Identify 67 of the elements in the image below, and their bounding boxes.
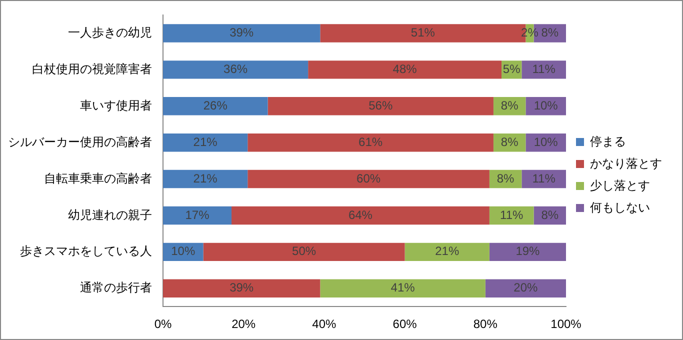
data-label: 39%: [230, 280, 254, 295]
y-tick-label: シルバーカー使用の高齢者: [8, 134, 152, 149]
data-label: 39%: [230, 26, 254, 40]
data-label: 56%: [368, 98, 393, 112]
data-label: 21%: [193, 134, 218, 149]
legend-label: 停まる: [590, 134, 626, 148]
y-tick-label: 通常の歩行者: [80, 280, 152, 295]
x-tick-label: 40%: [312, 317, 337, 332]
y-tick-label: 車いす使用者: [80, 98, 152, 112]
data-label: 11%: [532, 171, 556, 186]
data-label: 8%: [541, 208, 559, 222]
x-tick-label: 20%: [232, 317, 256, 332]
data-label: 11%: [532, 62, 556, 76]
data-label: 26%: [203, 98, 228, 112]
data-label: 21%: [193, 171, 218, 186]
data-label: 8%: [500, 98, 519, 112]
data-label: 41%: [390, 280, 416, 295]
data-label: 8%: [541, 26, 559, 40]
bar: [163, 133, 248, 152]
data-label: 2%: [521, 26, 539, 40]
data-label: 48%: [392, 62, 418, 76]
data-label: 5%: [502, 62, 521, 76]
data-label: 51%: [410, 26, 436, 40]
y-tick-label: 歩きスマホをしている人: [20, 244, 152, 258]
data-label: 17%: [185, 208, 210, 222]
data-label: 19%: [516, 244, 540, 258]
data-label: 8%: [496, 171, 515, 186]
data-label: 10%: [171, 244, 196, 258]
bar: [163, 279, 320, 298]
bar: [522, 60, 566, 79]
bar: [248, 133, 494, 152]
x-tick-label: 100%: [550, 317, 582, 332]
legend-label: かなり落とす: [590, 156, 662, 170]
bar: [232, 206, 490, 225]
bar: [163, 170, 248, 188]
data-label: 61%: [358, 134, 383, 149]
data-label: 10%: [534, 134, 558, 149]
data-label: 10%: [534, 98, 558, 112]
y-tick-label: 白杖使用の視覚障害者: [32, 62, 152, 76]
bar: [163, 206, 232, 225]
data-label: 21%: [435, 244, 460, 258]
legend-label: 何もしない: [590, 200, 650, 214]
x-tick-label: 60%: [392, 317, 418, 332]
data-label: 36%: [224, 62, 248, 76]
bar: [163, 60, 308, 79]
bar: [485, 279, 566, 298]
bar: [163, 24, 320, 42]
bar: [404, 242, 490, 262]
data-label: 50%: [292, 244, 316, 258]
bar: [320, 279, 486, 298]
data-label: 64%: [348, 208, 373, 222]
bar: [248, 170, 490, 188]
x-tick-label: 80%: [473, 317, 498, 332]
bar: [268, 97, 494, 116]
data-label: 8%: [500, 134, 519, 149]
x-tick-label: 0%: [154, 317, 172, 332]
legend-label: 少し落とす: [590, 178, 650, 192]
bar: [163, 97, 268, 116]
data-label: 60%: [356, 171, 381, 186]
bar: [203, 242, 405, 262]
y-tick-label: 一人歩きの幼児: [68, 26, 152, 40]
bar: [489, 242, 566, 262]
data-label: 11%: [500, 208, 524, 222]
y-tick-label: 自転車乗車の高齢者: [44, 171, 152, 186]
data-label: 20%: [514, 280, 538, 295]
bar: [308, 60, 502, 79]
y-tick-label: 幼児連れの親子: [68, 208, 152, 222]
